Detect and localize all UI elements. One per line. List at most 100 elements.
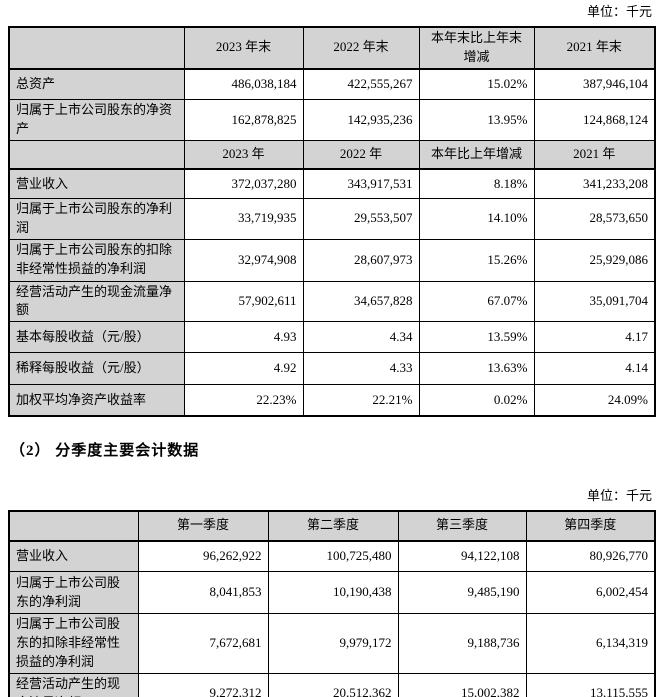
value-cell: 32,974,908 — [183, 238, 304, 282]
value-cell: 142,935,236 — [302, 99, 420, 141]
value-cell: 486,038,184 — [183, 68, 304, 101]
section-title-quarterly-data: （2） 分季度主要会计数据 — [10, 442, 200, 459]
value-cell: 24.09% — [533, 384, 656, 417]
column-header-cell: 2021 年末 — [533, 26, 656, 70]
value-cell: 25,929,086 — [533, 238, 656, 282]
column-header-cell: 第四季度 — [525, 510, 656, 542]
table-row: 经营活动产生的现金流量净额 9,272,312 20,512,362 15,00… — [8, 672, 656, 697]
value-cell: 29,553,507 — [302, 197, 420, 240]
value-cell: 14.10% — [418, 197, 535, 240]
annual-end-header-row: 2023 年末 2022 年末 本年末比上年末增减 2021 年末 — [8, 26, 656, 70]
column-header-cell: 2022 年末 — [302, 26, 420, 70]
value-cell: 57,902,611 — [183, 280, 304, 323]
value-cell: 0.02% — [418, 384, 535, 417]
value-cell: 67.07% — [418, 280, 535, 323]
annual-year-header-row: 2023 年 2022 年 本年比上年增减 2021 年 — [8, 139, 656, 171]
value-cell: 4.34 — [302, 321, 420, 354]
value-cell: 8,041,853 — [137, 571, 269, 615]
value-cell: 9,485,190 — [397, 571, 527, 615]
table-row: 经营活动产生的现金流量净额 57,902,611 34,657,828 67.0… — [8, 280, 656, 323]
column-header-cell: 2022 年 — [302, 139, 420, 171]
value-cell: 9,979,172 — [267, 613, 399, 674]
value-cell: 10,190,438 — [267, 571, 399, 615]
value-cell: 15,002,382 — [397, 672, 527, 697]
table-row: 营业收入 372,037,280 343,917,531 8.18% 341,2… — [8, 168, 656, 199]
value-cell: 4.92 — [183, 352, 304, 386]
value-cell: 100,725,480 — [267, 540, 399, 573]
value-cell: 22.23% — [183, 384, 304, 417]
value-cell: 34,657,828 — [302, 280, 420, 323]
value-cell: 9,188,736 — [397, 613, 527, 674]
value-cell: 28,607,973 — [302, 238, 420, 282]
value-cell: 9,272,312 — [137, 672, 269, 697]
column-header-cell: 2023 年 — [183, 139, 304, 171]
value-cell: 96,262,922 — [137, 540, 269, 573]
value-cell: 35,091,704 — [533, 280, 656, 323]
column-header-cell: 本年末比上年末增减 — [418, 26, 535, 70]
table-row: 归属于上市公司股东的净资产 162,878,825 142,935,236 13… — [8, 99, 656, 141]
column-header-cell: 第二季度 — [267, 510, 399, 542]
value-cell: 4.17 — [533, 321, 656, 354]
table-row: 归属于上市公司股东的净利润 8,041,853 10,190,438 9,485… — [8, 571, 656, 615]
value-cell: 4.93 — [183, 321, 304, 354]
blank-header-cell — [8, 139, 185, 171]
value-cell: 124,868,124 — [533, 99, 656, 141]
column-header-cell: 本年比上年增减 — [418, 139, 535, 171]
value-cell: 341,233,208 — [533, 168, 656, 199]
table-row: 基本每股收益（元/股） 4.93 4.34 13.59% 4.17 — [8, 321, 656, 354]
row-label-cell: 归属于上市公司股东的净利润 — [8, 197, 185, 240]
value-cell: 422,555,267 — [302, 68, 420, 101]
value-cell: 15.26% — [418, 238, 535, 282]
row-label-cell: 基本每股收益（元/股） — [8, 321, 185, 354]
blank-header-cell — [8, 510, 139, 542]
value-cell: 15.02% — [418, 68, 535, 101]
row-label-cell: 归属于上市公司股东的扣除非经常性损益的净利润 — [8, 613, 139, 674]
value-cell: 13.95% — [418, 99, 535, 141]
table-row: 稀释每股收益（元/股） 4.92 4.33 13.63% 4.14 — [8, 352, 656, 386]
row-label-cell: 总资产 — [8, 68, 185, 101]
row-label-cell: 经营活动产生的现金流量净额 — [8, 280, 185, 323]
value-cell: 94,122,108 — [397, 540, 527, 573]
blank-header-cell — [8, 26, 185, 70]
row-label-cell: 归属于上市公司股东的扣除非经常性损益的净利润 — [8, 238, 185, 282]
column-header-cell: 2023 年末 — [183, 26, 304, 70]
value-cell: 13,115,555 — [525, 672, 656, 697]
row-label-cell: 加权平均净资产收益率 — [8, 384, 185, 417]
value-cell: 80,926,770 — [525, 540, 656, 573]
column-header-cell: 第三季度 — [397, 510, 527, 542]
annual-financials-table: 2023 年末 2022 年末 本年末比上年末增减 2021 年末 总资产 48… — [8, 26, 656, 417]
value-cell: 6,134,319 — [525, 613, 656, 674]
row-label-cell: 营业收入 — [8, 168, 185, 199]
value-cell: 13.59% — [418, 321, 535, 354]
value-cell: 4.33 — [302, 352, 420, 386]
value-cell: 33,719,935 — [183, 197, 304, 240]
value-cell: 162,878,825 — [183, 99, 304, 141]
column-header-cell: 第一季度 — [137, 510, 269, 542]
table-row: 归属于上市公司股东的扣除非经常性损益的净利润 32,974,908 28,607… — [8, 238, 656, 282]
table-row: 归属于上市公司股东的扣除非经常性损益的净利润 7,672,681 9,979,1… — [8, 613, 656, 674]
value-cell: 8.18% — [418, 168, 535, 199]
value-cell: 20,512,362 — [267, 672, 399, 697]
table-row: 加权平均净资产收益率 22.23% 22.21% 0.02% 24.09% — [8, 384, 656, 417]
value-cell: 343,917,531 — [302, 168, 420, 199]
quarterly-financials-table: 第一季度 第二季度 第三季度 第四季度 营业收入 96,262,922 100,… — [8, 509, 656, 697]
unit-label-top: 单位：千元 — [586, 4, 652, 19]
table-row: 营业收入 96,262,922 100,725,480 94,122,108 8… — [8, 540, 656, 573]
value-cell: 387,946,104 — [533, 68, 656, 101]
value-cell: 13.63% — [418, 352, 535, 386]
row-label-cell: 稀释每股收益（元/股） — [8, 352, 185, 386]
row-label-cell: 归属于上市公司股东的净资产 — [8, 99, 185, 141]
value-cell: 372,037,280 — [183, 168, 304, 199]
value-cell: 6,002,454 — [525, 571, 656, 615]
column-header-cell: 2021 年 — [533, 139, 656, 171]
unit-label-quarterly: 单位：千元 — [586, 487, 652, 503]
row-label-cell: 经营活动产生的现金流量净额 — [8, 672, 139, 697]
row-label-cell: 营业收入 — [8, 540, 139, 573]
value-cell: 28,573,650 — [533, 197, 656, 240]
quarter-header-row: 第一季度 第二季度 第三季度 第四季度 — [8, 510, 656, 542]
table-row: 总资产 486,038,184 422,555,267 15.02% 387,9… — [8, 68, 656, 101]
table-row: 归属于上市公司股东的净利润 33,719,935 29,553,507 14.1… — [8, 197, 656, 240]
row-label-cell: 归属于上市公司股东的净利润 — [8, 571, 139, 615]
value-cell: 4.14 — [533, 352, 656, 386]
